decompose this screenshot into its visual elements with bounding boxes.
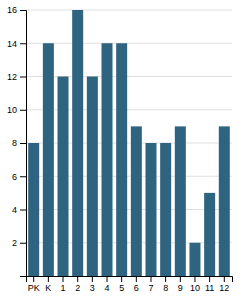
tick: 4	[104, 276, 109, 293]
tick-mark	[121, 276, 122, 282]
tick-mark	[224, 276, 225, 282]
tick-mark	[107, 276, 108, 282]
tick-mark	[20, 143, 26, 144]
tick-label: 1	[61, 283, 66, 293]
tick-label: 5	[119, 283, 124, 293]
grid	[26, 10, 232, 243]
tick-label: 6	[12, 172, 17, 182]
tick-label: 8	[12, 138, 17, 148]
tick-label: 9	[178, 283, 183, 293]
tick-mark	[20, 243, 26, 244]
tick: 8	[163, 276, 168, 293]
tick-label: 8	[163, 283, 168, 293]
tick-label: PK	[28, 283, 40, 293]
y-axis: 2 4 6 8 10 12 14 16	[7, 5, 27, 276]
bar	[145, 143, 156, 276]
tick-mark	[20, 77, 26, 78]
tick-label: 10	[190, 283, 200, 293]
tick-mark	[92, 276, 93, 282]
tick-mark	[194, 276, 195, 282]
tick-label: 16	[7, 5, 17, 15]
tick-label: 6	[134, 283, 139, 293]
x-axis: PKK123456789101112	[27, 276, 233, 293]
tick-label: 10	[7, 105, 17, 115]
bar	[131, 126, 142, 276]
tick-mark	[165, 276, 166, 282]
tick-mark	[209, 276, 210, 282]
bar	[102, 43, 113, 276]
bars	[28, 10, 230, 276]
tick-mark	[77, 276, 78, 282]
grid-line	[26, 43, 232, 44]
tick-label: 2	[75, 283, 80, 293]
grid-line	[26, 109, 232, 110]
bar	[43, 43, 54, 276]
tick-mark	[20, 176, 26, 177]
bar	[219, 126, 230, 276]
tick-label: 7	[148, 283, 153, 293]
grid-line	[26, 209, 232, 210]
bar	[58, 77, 69, 277]
tick-mark	[20, 110, 26, 111]
grid-line	[26, 242, 232, 243]
bar	[204, 193, 215, 276]
tick-mark	[20, 43, 26, 44]
bar	[87, 77, 98, 277]
tick: 12	[7, 72, 26, 82]
tick: 2	[12, 238, 26, 248]
bar	[72, 10, 83, 276]
tick: 12	[219, 276, 229, 293]
bar	[28, 143, 39, 276]
tick: 5	[119, 276, 124, 293]
chart: PKK123456789101112246810121416	[0, 0, 240, 296]
tick-label: 3	[90, 283, 95, 293]
tick: 4	[12, 205, 26, 215]
grid-line	[26, 176, 232, 177]
tick: 8	[12, 138, 26, 148]
tick-mark	[150, 276, 151, 282]
tick-mark	[63, 276, 64, 282]
tick: 11	[205, 276, 214, 293]
tick: K	[45, 276, 51, 293]
tick: 7	[148, 276, 153, 293]
tick-label: K	[45, 283, 51, 293]
tick-label: 12	[7, 72, 17, 82]
tick-label: 11	[205, 283, 214, 293]
tick-mark	[20, 210, 26, 211]
tick: 14	[7, 39, 26, 49]
tick: 2	[75, 276, 80, 293]
tick: 9	[178, 276, 183, 293]
tick: 1	[61, 276, 66, 293]
bar	[160, 143, 171, 276]
tick: 3	[90, 276, 95, 293]
tick: 6	[12, 172, 26, 182]
bar	[116, 43, 127, 276]
bar	[189, 243, 200, 276]
tick-mark	[33, 276, 34, 282]
tick: 16	[7, 5, 26, 15]
tick-mark	[20, 10, 26, 11]
bar	[175, 126, 186, 276]
tick-label: 4	[12, 205, 17, 215]
tick: 10	[7, 105, 26, 115]
tick-label: 14	[7, 39, 17, 49]
tick-mark	[136, 276, 137, 282]
grid-line	[26, 143, 232, 144]
tick-mark	[180, 276, 181, 282]
tick-label: 12	[219, 283, 229, 293]
axis-line	[20, 11, 27, 277]
grid-line	[26, 76, 232, 77]
axis-line	[27, 277, 233, 283]
tick-mark	[48, 276, 49, 282]
tick: 6	[134, 276, 139, 293]
tick-label: 4	[104, 283, 109, 293]
tick: PK	[28, 276, 40, 293]
tick-label: 2	[12, 238, 17, 248]
grid-line	[26, 10, 232, 11]
tick: 10	[190, 276, 200, 293]
